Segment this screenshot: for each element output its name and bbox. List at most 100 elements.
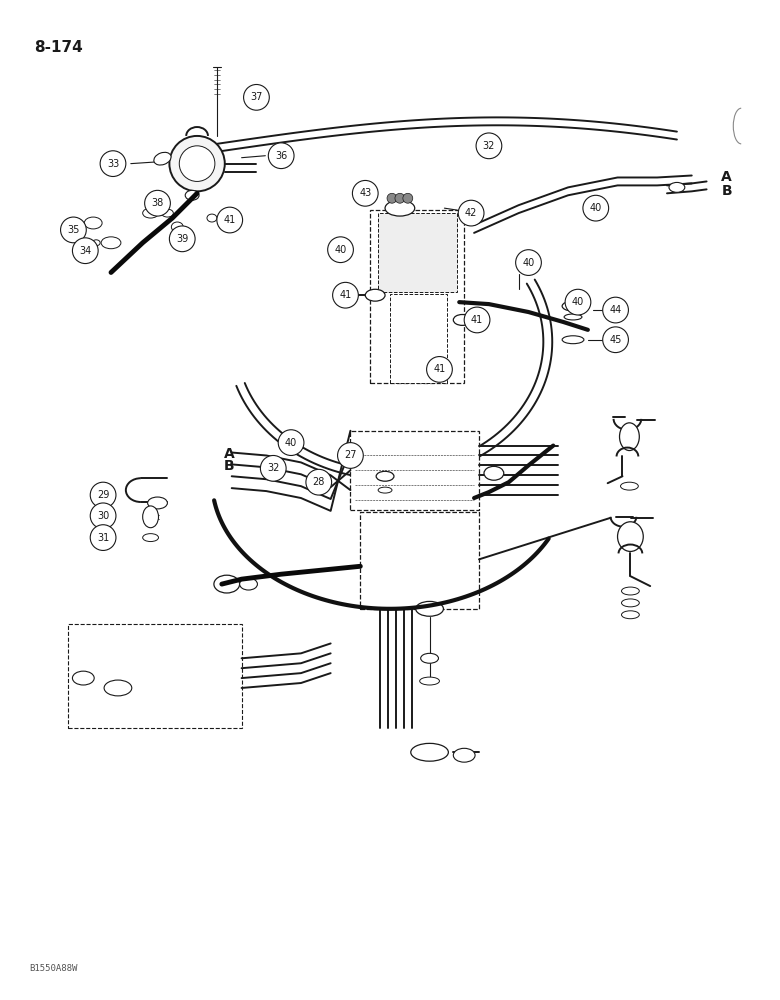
Ellipse shape [619,423,640,451]
Text: 34: 34 [79,246,91,256]
Circle shape [179,146,215,181]
Bar [390,294,448,383]
Circle shape [169,226,195,252]
Ellipse shape [622,611,640,619]
Ellipse shape [84,217,102,229]
Circle shape [402,193,413,203]
Ellipse shape [622,587,640,595]
Circle shape [332,282,358,308]
Text: 32: 32 [483,141,495,151]
Ellipse shape [378,487,392,493]
Circle shape [61,217,87,243]
Circle shape [338,443,363,468]
Circle shape [90,525,116,550]
Circle shape [328,237,353,263]
Ellipse shape [239,578,257,590]
Text: 40: 40 [523,258,534,268]
Ellipse shape [154,152,171,165]
Text: 41: 41 [339,290,352,300]
Ellipse shape [92,240,100,246]
Circle shape [476,133,502,159]
Circle shape [90,482,116,508]
Ellipse shape [416,601,443,616]
Ellipse shape [312,487,326,493]
Ellipse shape [104,680,132,696]
Ellipse shape [618,522,643,551]
Text: 40: 40 [572,297,584,307]
Text: 30: 30 [97,511,109,521]
Ellipse shape [365,289,385,301]
Ellipse shape [385,200,415,216]
Text: 45: 45 [609,335,622,345]
Ellipse shape [185,190,199,200]
Text: A: A [722,170,732,184]
Text: 41: 41 [471,315,483,325]
Ellipse shape [376,471,394,481]
Text: 28: 28 [313,477,325,487]
Ellipse shape [562,301,584,311]
Ellipse shape [562,336,584,344]
Text: 27: 27 [344,450,356,460]
Text: 8-174: 8-174 [34,40,83,55]
Circle shape [278,430,304,455]
Circle shape [268,143,294,169]
Bar [69,624,242,728]
Ellipse shape [207,214,217,222]
Ellipse shape [411,743,448,761]
Bar [350,431,479,510]
Circle shape [353,180,378,206]
Ellipse shape [621,482,638,490]
Ellipse shape [143,534,158,542]
Text: 41: 41 [434,364,445,374]
Ellipse shape [161,209,173,217]
Ellipse shape [484,466,504,480]
Text: 33: 33 [107,159,119,169]
Bar [378,213,457,292]
Circle shape [459,200,484,226]
Bar [360,512,479,609]
Text: 31: 31 [97,533,109,543]
Circle shape [395,193,405,203]
Circle shape [90,503,116,529]
Circle shape [169,136,225,191]
Text: B1550A88W: B1550A88W [29,964,77,973]
Ellipse shape [420,653,438,663]
Circle shape [100,151,126,176]
Text: 44: 44 [609,305,622,315]
Text: 38: 38 [151,198,164,208]
Ellipse shape [147,497,168,509]
Ellipse shape [214,575,239,593]
Text: 40: 40 [590,203,602,213]
Text: 41: 41 [224,215,236,225]
Circle shape [603,297,629,323]
Circle shape [603,327,629,353]
Circle shape [387,193,397,203]
Text: 43: 43 [359,188,371,198]
Text: 39: 39 [176,234,188,244]
Ellipse shape [143,208,158,218]
Ellipse shape [622,599,640,607]
Circle shape [73,238,98,264]
Text: 40: 40 [285,438,297,448]
Circle shape [261,455,286,481]
Ellipse shape [669,182,685,192]
Text: B: B [224,459,235,473]
Text: 42: 42 [465,208,477,218]
Circle shape [583,195,608,221]
Ellipse shape [172,222,183,232]
Text: 40: 40 [335,245,346,255]
Text: 36: 36 [275,151,287,161]
Ellipse shape [73,671,94,685]
Text: 29: 29 [97,490,109,500]
Ellipse shape [564,314,582,320]
Circle shape [144,190,170,216]
Circle shape [565,289,590,315]
Text: A: A [224,447,235,461]
Text: 32: 32 [267,463,279,473]
Circle shape [306,469,332,495]
Circle shape [243,84,269,110]
Bar [370,210,464,383]
Circle shape [464,307,490,333]
Circle shape [217,207,243,233]
Ellipse shape [310,471,328,481]
